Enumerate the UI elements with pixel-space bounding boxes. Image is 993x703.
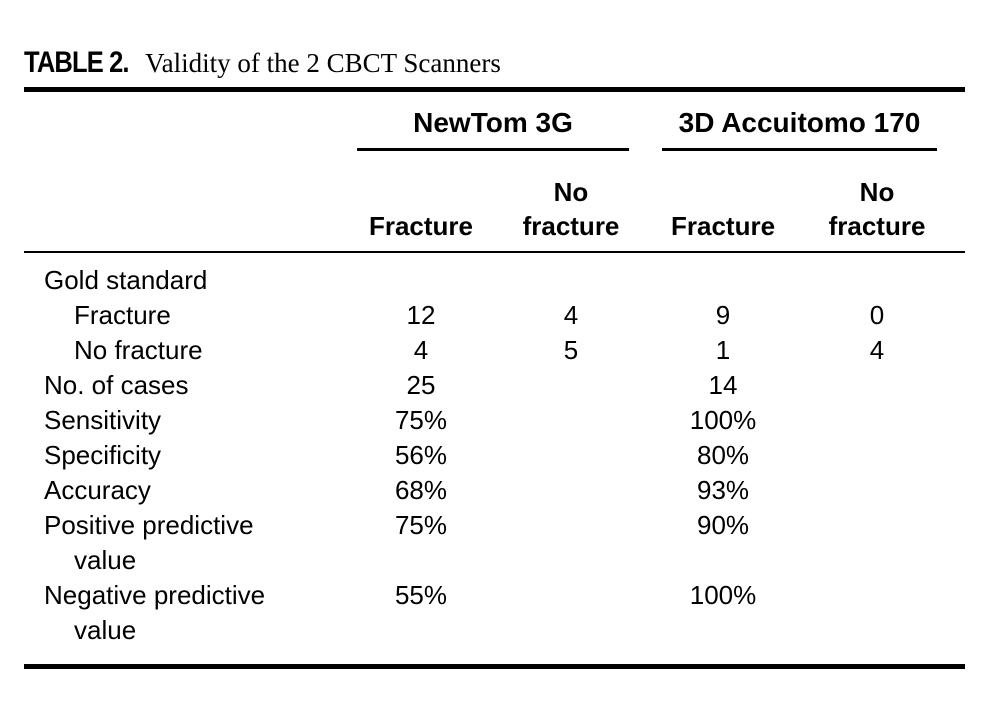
value-cell — [485, 368, 657, 403]
value-cell: 0 — [869, 300, 885, 330]
table-number-label: TABLE 2. — [24, 46, 130, 79]
column-group-label: NewTom 3G — [357, 106, 630, 151]
value-cell — [485, 473, 657, 508]
value-cell — [485, 252, 657, 298]
value-cell — [789, 252, 965, 298]
row-label: Negative predictive value — [44, 580, 266, 645]
value-cell — [789, 438, 965, 473]
value-cell: 68% — [394, 475, 448, 505]
column-group-label: 3D Accuitomo 170 — [662, 106, 938, 151]
value-cell: 4 — [413, 335, 429, 365]
value-cell — [789, 508, 965, 578]
empty-corner-cell — [24, 92, 357, 151]
value-cell — [789, 578, 965, 667]
value-cell: 25 — [406, 370, 436, 400]
data-table: NewTom 3G 3D Accuitomo 170 Fracture No f… — [24, 92, 966, 669]
table-row-positive-predictive-value: Positive predictive value 75% 90% — [24, 508, 965, 578]
value-cell: 56% — [394, 440, 448, 470]
value-cell: 90% — [696, 510, 750, 540]
table-row-sensitivity: Sensitivity 75% 100% — [24, 403, 965, 438]
row-label: Specificity — [44, 440, 162, 470]
value-cell: 80% — [696, 440, 750, 470]
row-label: Fracture — [74, 300, 171, 330]
value-cell — [657, 252, 789, 298]
table-title: TABLE 2. Validity of the 2 CBCT Scanners — [24, 46, 965, 92]
value-cell — [485, 578, 657, 667]
value-cell — [789, 368, 965, 403]
subheader-newtom-fracture: Fracture — [357, 151, 485, 253]
value-cell: 4 — [563, 300, 579, 330]
row-label: No fracture — [74, 335, 203, 365]
value-cell: 4 — [869, 335, 885, 365]
table-row-accuracy: Accuracy 68% 93% — [24, 473, 965, 508]
value-cell: 12 — [406, 300, 436, 330]
column-group-row: NewTom 3G 3D Accuitomo 170 — [24, 92, 965, 151]
value-cell — [485, 438, 657, 473]
value-cell: 100% — [689, 580, 757, 610]
value-cell: 93% — [696, 475, 750, 505]
value-cell: 9 — [715, 300, 731, 330]
value-cell: 100% — [689, 405, 757, 435]
subheader-accuitomo-no-fracture: No fracture — [789, 151, 966, 253]
row-label: Positive predictive value — [44, 510, 254, 575]
empty-corner-cell — [24, 151, 357, 253]
row-label: Sensitivity — [44, 405, 162, 435]
table-caption: Validity of the 2 CBCT Scanners — [145, 48, 501, 78]
column-group-3d-accuitomo-170: 3D Accuitomo 170 — [657, 92, 965, 151]
value-cell: 5 — [563, 335, 579, 365]
subheader-row: Fracture No fracture Fracture No fractur… — [24, 151, 966, 253]
row-label: No. of cases — [44, 370, 189, 400]
column-group-newtom-3g: NewTom 3G — [357, 92, 657, 151]
table-row-specificity: Specificity 56% 80% — [24, 438, 965, 473]
value-cell: 55% — [394, 580, 448, 610]
value-cell — [357, 252, 485, 298]
row-label: Accuracy — [44, 475, 151, 505]
value-cell: 14 — [708, 370, 738, 400]
table-row-no-fracture: No fracture 4 5 1 4 — [24, 333, 965, 368]
table-row-no-of-cases: No. of cases 25 14 — [24, 368, 965, 403]
value-cell: 75% — [394, 510, 448, 540]
value-cell: 1 — [715, 335, 731, 365]
table-row-fracture: Fracture 12 4 9 0 — [24, 298, 965, 333]
subheader-accuitomo-fracture: Fracture — [657, 151, 790, 253]
value-cell: 75% — [394, 405, 448, 435]
value-cell — [789, 473, 965, 508]
row-label: Gold standard — [44, 265, 208, 295]
table-row-negative-predictive-value: Negative predictive value 55% 100% — [24, 578, 965, 667]
value-cell — [485, 403, 657, 438]
value-cell — [789, 403, 965, 438]
value-cell — [485, 508, 657, 578]
table-row-gold-standard: Gold standard — [24, 252, 965, 298]
subheader-newtom-no-fracture: No fracture — [485, 151, 658, 253]
